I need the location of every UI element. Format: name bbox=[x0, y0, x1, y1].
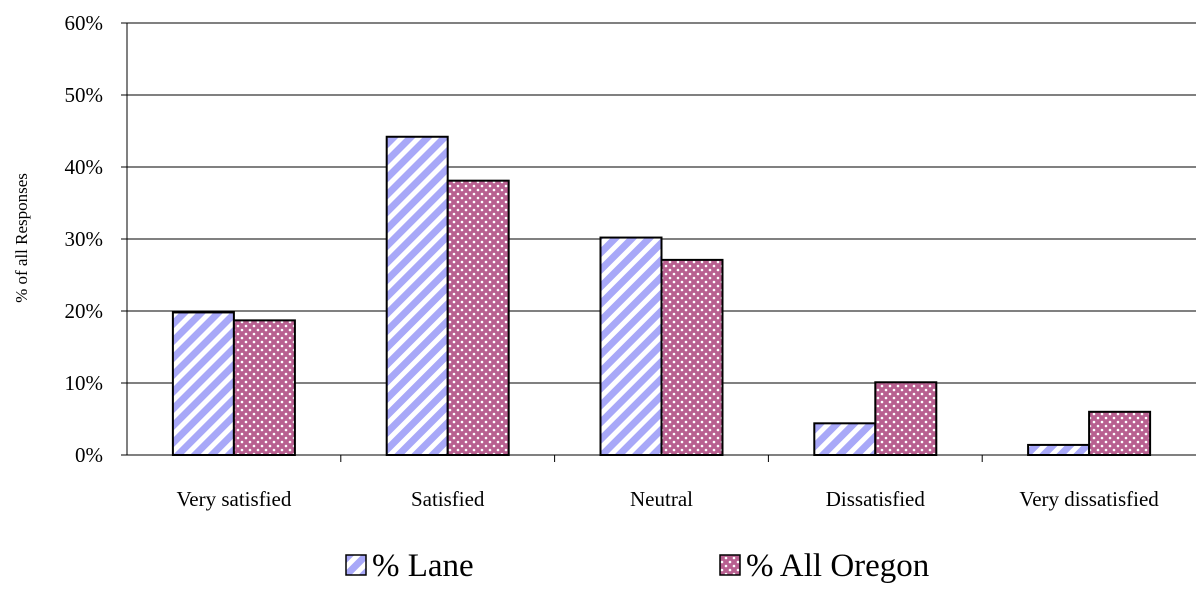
x-tick-label: Neutral bbox=[630, 487, 693, 511]
y-tick-label: 10% bbox=[65, 371, 104, 395]
x-tick-label: Very satisfied bbox=[176, 487, 291, 511]
y-axis-label: % of all Responses bbox=[12, 173, 31, 303]
x-tick-label: Satisfied bbox=[411, 487, 485, 511]
bars bbox=[171, 135, 1152, 457]
y-tick-label: 0% bbox=[75, 443, 103, 467]
legend-swatch bbox=[345, 554, 367, 576]
y-tick-label: 30% bbox=[65, 227, 104, 251]
bar-all-oregon bbox=[1088, 410, 1152, 456]
bar-lane bbox=[599, 236, 663, 456]
bar-all-oregon bbox=[874, 381, 938, 456]
bar-all-oregon bbox=[446, 179, 510, 456]
axes bbox=[126, 23, 1196, 462]
bar-all-oregon bbox=[660, 258, 724, 456]
y-tick-label: 20% bbox=[65, 299, 104, 323]
legend-label: % All Oregon bbox=[746, 548, 929, 584]
bar-lane bbox=[171, 311, 235, 456]
legend-label: % Lane bbox=[372, 548, 474, 584]
bar-lane bbox=[1027, 443, 1091, 457]
y-tick-label: 60% bbox=[65, 11, 104, 35]
y-tick-label: 50% bbox=[65, 83, 104, 107]
legend: % Lane % All Oregon bbox=[345, 548, 929, 584]
y-tick-labels: 0% 10% 20% 30% 40% 50% 60% bbox=[65, 11, 104, 467]
y-tick-label: 40% bbox=[65, 155, 104, 179]
x-tick-label: Dissatisfied bbox=[826, 487, 926, 511]
x-tick-labels: Very satisfied Satisfied Neutral Dissatisfi… bbox=[176, 487, 1159, 511]
legend-swatch bbox=[719, 554, 741, 576]
bar-all-oregon bbox=[232, 319, 296, 456]
bar-lane bbox=[385, 135, 449, 456]
x-tick-label: Very dissatisfied bbox=[1019, 487, 1159, 511]
bar-lane bbox=[813, 422, 877, 457]
